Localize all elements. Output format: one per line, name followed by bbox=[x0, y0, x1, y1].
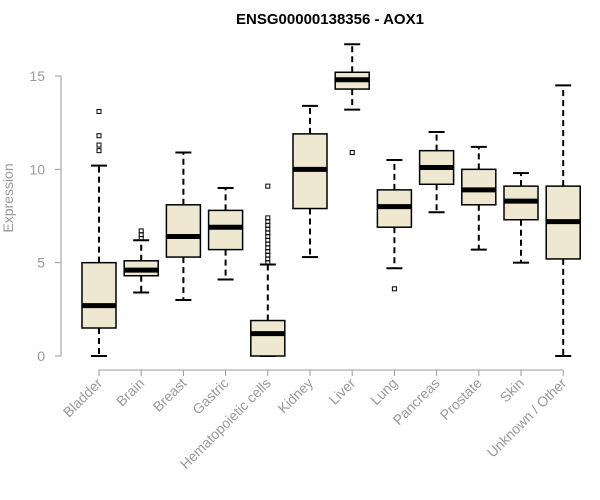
box-brain bbox=[123, 228, 159, 294]
outlier-point bbox=[96, 142, 102, 148]
x-tick-label: Pancreas bbox=[390, 375, 443, 428]
outlier-point bbox=[349, 150, 355, 156]
box-iqr bbox=[461, 168, 497, 206]
box-lung bbox=[376, 159, 413, 292]
box-liver bbox=[334, 43, 370, 156]
box-bladder bbox=[81, 108, 117, 357]
x-tick-label: Kidney bbox=[275, 375, 317, 417]
box-iqr bbox=[250, 319, 286, 357]
y-tick-label: 5 bbox=[37, 255, 45, 271]
outlier-point bbox=[265, 215, 271, 221]
outlier-point bbox=[96, 108, 102, 114]
boxes-group bbox=[81, 43, 581, 357]
y-tick-label: 15 bbox=[29, 68, 45, 84]
chart-title: ENSG00000138356 - AOX1 bbox=[236, 11, 424, 28]
x-tick-label: Liver bbox=[326, 375, 359, 408]
box-prostate bbox=[461, 145, 497, 251]
y-tick-label: 0 bbox=[37, 348, 45, 364]
outlier-point bbox=[265, 183, 271, 189]
x-tick-label: Lung bbox=[367, 375, 400, 408]
x-tick-label: Skin bbox=[497, 375, 528, 406]
box-breast bbox=[165, 151, 202, 301]
box-kidney bbox=[292, 104, 328, 259]
box-skin bbox=[503, 172, 539, 264]
outlier-point bbox=[138, 228, 144, 234]
x-tick-label: Breast bbox=[150, 375, 190, 415]
y-axis-label: Expression bbox=[0, 163, 16, 232]
outlier-point bbox=[96, 148, 102, 154]
outlier-point bbox=[96, 133, 102, 139]
y-axis: 0 5 10 15 bbox=[29, 68, 62, 364]
x-tick-label: Unknown / Other bbox=[484, 375, 570, 461]
x-tick-label: Prostate bbox=[437, 375, 485, 423]
outlier-point bbox=[391, 286, 397, 292]
x-tick-label: Brain bbox=[113, 375, 147, 409]
box-iqr bbox=[165, 204, 202, 258]
box-unknown-other bbox=[545, 84, 581, 357]
box-iqr bbox=[81, 261, 117, 329]
box-iqr bbox=[207, 209, 244, 251]
box-hematopoietic-cells bbox=[250, 183, 286, 357]
y-tick-label: 10 bbox=[29, 161, 45, 177]
box-gastric bbox=[207, 187, 244, 281]
x-tick-label: Bladder bbox=[60, 375, 106, 421]
box-pancreas bbox=[418, 131, 455, 214]
